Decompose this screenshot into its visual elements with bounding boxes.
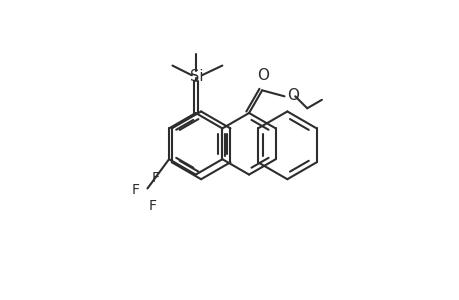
Text: Si: Si [189, 68, 203, 83]
Text: F: F [131, 183, 140, 197]
Text: F: F [152, 171, 160, 184]
Text: F: F [149, 199, 157, 213]
Text: O: O [286, 88, 298, 103]
Text: O: O [257, 68, 269, 82]
